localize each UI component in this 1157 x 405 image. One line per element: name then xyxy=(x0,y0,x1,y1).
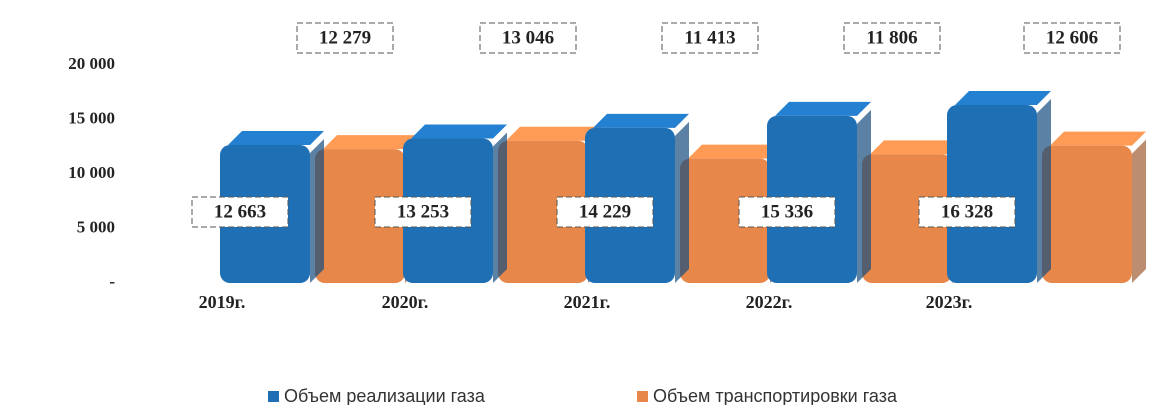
y-tick-label: 20 000 xyxy=(68,54,115,73)
value-label: 13 253 xyxy=(397,201,449,222)
bar-top xyxy=(688,144,784,159)
bar-top xyxy=(228,130,324,145)
bar-top xyxy=(775,101,871,116)
bar-side xyxy=(857,109,871,283)
bar xyxy=(947,105,1037,283)
value-label-box xyxy=(374,196,472,228)
value-label: 12 663 xyxy=(214,201,266,222)
x-tick-label: 2019г. xyxy=(199,292,246,312)
y-tick-label: 15 000 xyxy=(68,108,115,127)
bar-side xyxy=(1037,99,1051,283)
bar-top xyxy=(506,126,602,141)
legend-swatch xyxy=(637,391,648,402)
bar-top xyxy=(411,124,507,139)
value-label-box xyxy=(191,196,289,228)
value-label-box xyxy=(296,22,394,54)
bar-side xyxy=(493,132,507,283)
value-label-box xyxy=(479,22,577,54)
value-label: 14 229 xyxy=(579,201,631,222)
legend-label: Объем транспортировки газа xyxy=(653,386,898,405)
value-label: 11 413 xyxy=(684,27,735,48)
bar-top xyxy=(870,140,966,155)
bar-side xyxy=(1132,139,1146,283)
bar-side xyxy=(675,121,689,283)
bar-top xyxy=(955,91,1051,106)
bar-top xyxy=(1050,131,1146,146)
bar xyxy=(498,140,588,283)
bar-top xyxy=(323,135,419,150)
legend-swatch xyxy=(268,391,279,402)
y-tick-label: 5 000 xyxy=(77,217,115,236)
x-tick-label: 2022г. xyxy=(746,292,793,312)
value-label-box xyxy=(1023,22,1121,54)
value-label: 12 606 xyxy=(1046,27,1098,48)
value-label: 12 279 xyxy=(319,27,371,48)
bar-side xyxy=(310,138,324,283)
value-label: 15 336 xyxy=(761,201,813,222)
bar xyxy=(680,158,770,283)
bar xyxy=(862,154,952,283)
x-tick-label: 2020г. xyxy=(382,292,429,312)
bar xyxy=(1042,145,1132,283)
bar-top xyxy=(593,113,689,128)
value-label: 11 806 xyxy=(866,27,917,48)
value-label-box xyxy=(843,22,941,54)
value-label: 16 328 xyxy=(941,201,993,222)
y-tick-label: - xyxy=(109,272,115,291)
x-tick-label: 2023г. xyxy=(926,292,973,312)
value-label-box xyxy=(661,22,759,54)
x-tick-label: 2021г. xyxy=(564,292,611,312)
value-label-box xyxy=(918,196,1016,228)
y-tick-label: 10 000 xyxy=(68,163,115,182)
value-label-box xyxy=(556,196,654,228)
value-label-box xyxy=(738,196,836,228)
bar xyxy=(315,149,405,283)
value-label: 13 046 xyxy=(502,27,554,48)
legend-label: Объем реализации газа xyxy=(284,386,486,405)
